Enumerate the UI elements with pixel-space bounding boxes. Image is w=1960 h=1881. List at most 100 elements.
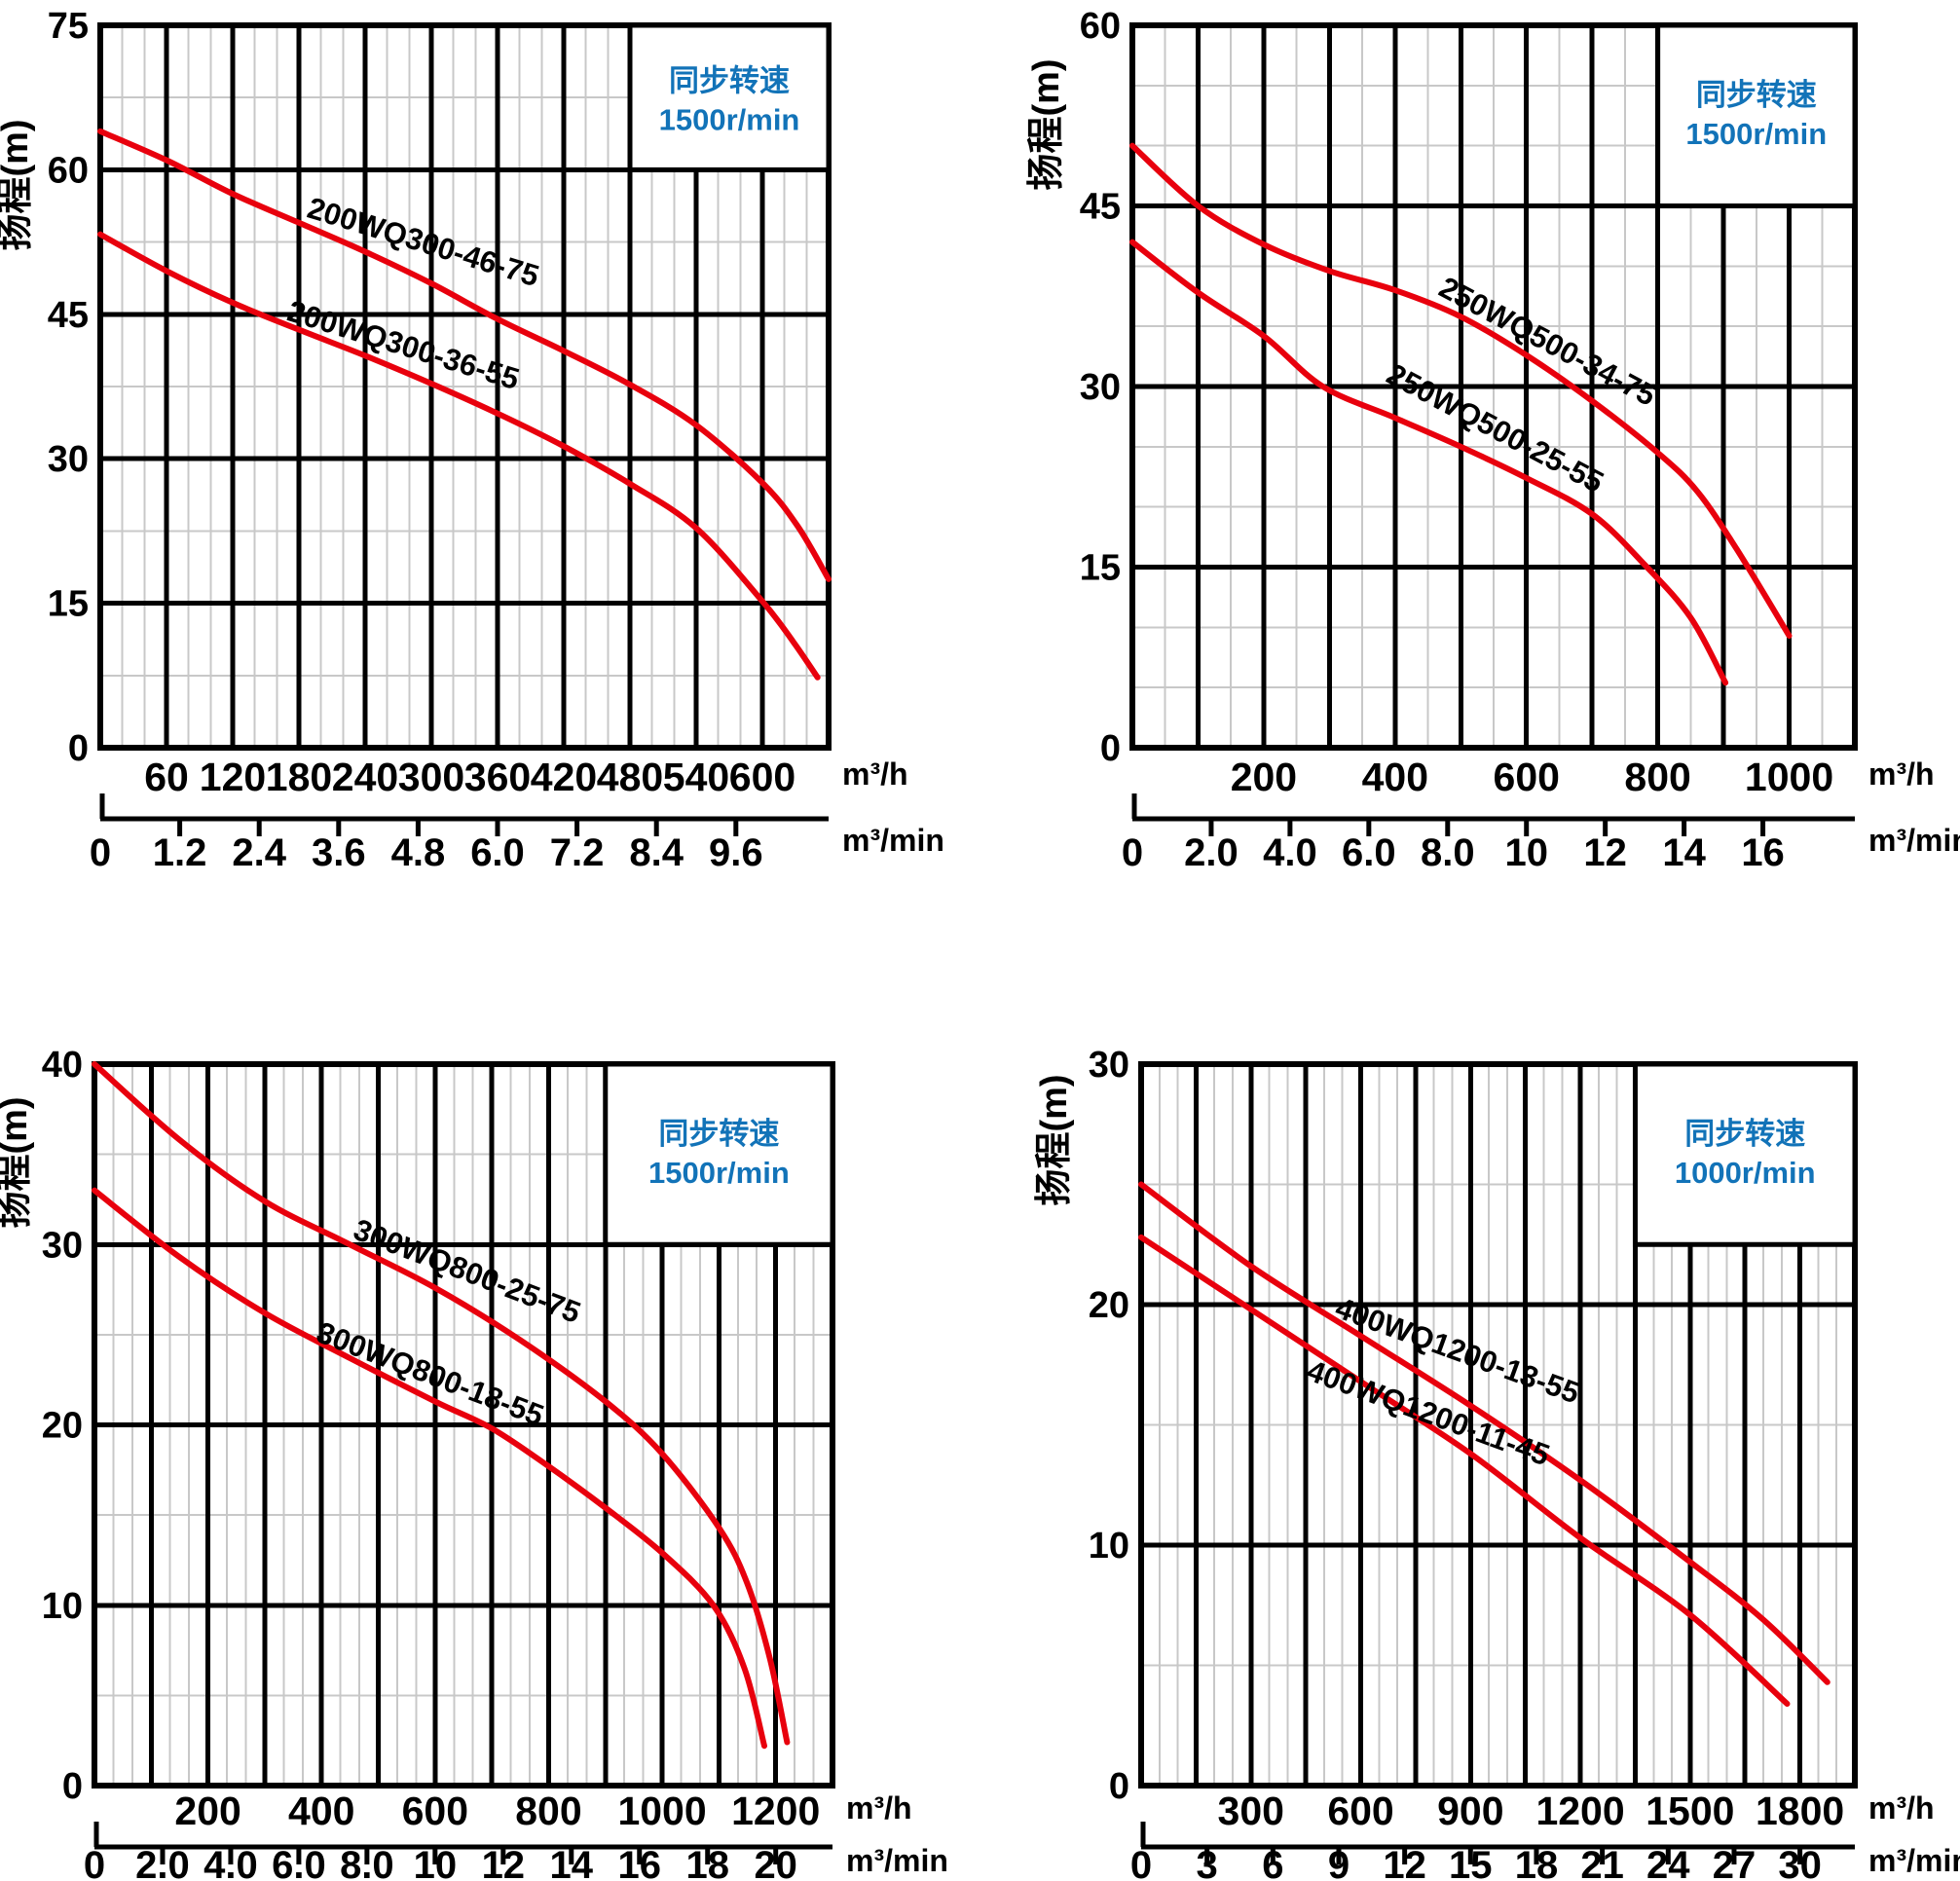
x2-tick-label: 2.0	[135, 1844, 190, 1881]
x-unit-m3min: m³/min	[1868, 823, 1960, 858]
x2-tick-label: 10	[1504, 831, 1548, 874]
curve-200WQ300-46-75	[97, 128, 832, 582]
y-tick-label: 75	[48, 6, 89, 47]
x2-tick-label: 2.0	[1184, 831, 1239, 874]
x2-tick-label: 3	[1197, 1844, 1218, 1881]
x-unit-m3h: m³/h	[1868, 1790, 1935, 1826]
x-tick-label: 60	[144, 755, 189, 799]
y-tick-label: 15	[48, 584, 89, 625]
x2-tick-label: 27	[1713, 1844, 1757, 1881]
speed-box-line2: 1500r/min	[1685, 117, 1827, 151]
pump-curve-chart-400wq1200: 同步转速1000r/min400WQ1200-13-55400WQ1200-11…	[1034, 1045, 1960, 1881]
x2-tick-label: 15	[1449, 1844, 1493, 1881]
x2-tick-label: 12	[1383, 1844, 1426, 1881]
x2-tick-label: 16	[1741, 831, 1785, 874]
x2-tick-label: 9.6	[709, 831, 763, 874]
x-tick-label: 600	[402, 1789, 468, 1833]
x2-tick-label: 1.2	[153, 831, 207, 874]
curve-250WQ500-25-55	[1129, 239, 1729, 686]
x2-tick-label: 8.4	[629, 831, 684, 874]
speed-box	[603, 1061, 835, 1247]
curve-label-200WQ300-36-55: 200WQ300-36-55	[283, 294, 523, 397]
x2-tick-label: 8.0	[340, 1844, 394, 1881]
y-tick-label: 30	[1080, 367, 1121, 408]
x2-tick-label: 6	[1262, 1844, 1283, 1881]
speed-box-line1: 同步转速	[658, 1117, 779, 1151]
y-tick-label: 60	[48, 150, 89, 191]
y-tick-label: 40	[42, 1045, 83, 1086]
y-tick-label: 0	[1100, 728, 1121, 769]
x-tick-label: 1800	[1756, 1789, 1844, 1833]
x-tick-label: 1200	[1535, 1789, 1624, 1833]
x2-tick-label: 0	[1122, 831, 1143, 874]
x-tick-label: 200	[1231, 755, 1297, 799]
x-unit-m3h: m³/h	[842, 756, 908, 792]
x-tick-label: 540	[663, 755, 729, 799]
x-unit-m3min: m³/min	[846, 1843, 948, 1878]
y-tick-label: 10	[1089, 1526, 1129, 1567]
x-tick-label: 600	[729, 755, 795, 799]
pump-curve-chart-300wq800: 同步转速1500r/min300WQ800-25-75300WQ800-18-5…	[0, 1045, 948, 1881]
y-tick-label: 45	[48, 295, 89, 336]
x-unit-m3h: m³/h	[846, 1790, 912, 1826]
x2-tick-label: 4.0	[1263, 831, 1317, 874]
speed-box-line2: 1000r/min	[1675, 1156, 1816, 1190]
x2-tick-label: 3.6	[312, 831, 366, 874]
x-tick-label: 600	[1327, 1789, 1393, 1833]
y-tick-label: 15	[1080, 548, 1121, 589]
x2-tick-label: 0	[84, 1844, 105, 1881]
curve-300WQ800-18-55	[92, 1187, 767, 1750]
curve-400WQ1200-13-55	[1138, 1181, 1831, 1685]
x-tick-label: 300	[398, 755, 464, 799]
x2-tick-label: 8.0	[1421, 831, 1475, 874]
y-tick-label: 20	[1089, 1285, 1129, 1326]
x2-tick-label: 9	[1328, 1844, 1350, 1881]
speed-box	[1655, 22, 1858, 208]
x-tick-label: 200	[174, 1789, 240, 1833]
x-tick-label: 600	[1494, 755, 1560, 799]
x2-tick-label: 20	[754, 1844, 797, 1881]
x2-tick-label: 4.0	[203, 1844, 258, 1881]
y-tick-label: 60	[1080, 6, 1121, 47]
x2-tick-label: 0	[1130, 1844, 1152, 1881]
y-tick-label: 45	[1080, 187, 1121, 228]
y-tick-label: 0	[62, 1766, 83, 1807]
x2-tick-label: 6.0	[272, 1844, 326, 1881]
curve-250WQ500-34-75	[1129, 142, 1793, 639]
x-tick-label: 180	[266, 755, 332, 799]
speed-box-line2: 1500r/min	[648, 1156, 790, 1190]
speed-box	[1632, 1061, 1858, 1247]
y-tick-label: 30	[48, 439, 89, 480]
plot-border	[1138, 1061, 1858, 1789]
curve-label-250WQ500-34-75: 250WQ500-34-75	[1434, 270, 1662, 413]
x2-tick-label: 30	[1778, 1844, 1822, 1881]
y-axis-title: 扬程(m)	[0, 1096, 35, 1228]
plot-border	[1129, 22, 1858, 751]
curve-300WQ800-25-75	[92, 1061, 791, 1746]
x-unit-m3h: m³/h	[1868, 756, 1935, 792]
y-tick-label: 0	[68, 728, 89, 769]
speed-box-line2: 1500r/min	[659, 102, 800, 136]
y-tick-label: 20	[42, 1406, 83, 1447]
x-tick-label: 900	[1437, 1789, 1503, 1833]
y-axis-title: 扬程(m)	[0, 119, 36, 250]
x2-tick-label: 18	[1515, 1844, 1559, 1881]
y-tick-label: 30	[1089, 1045, 1129, 1086]
x2-tick-label: 0	[90, 831, 111, 874]
curve-400WQ1200-11-45	[1138, 1234, 1791, 1707]
x2-tick-label: 6.0	[470, 831, 525, 874]
x-tick-label: 1200	[731, 1789, 820, 1833]
x2-tick-label: 24	[1646, 1844, 1690, 1881]
x2-tick-label: 16	[618, 1844, 662, 1881]
pump-curve-chart-200wq300: 同步转速1500r/min200WQ300-46-75200WQ300-36-5…	[0, 6, 944, 874]
x2-tick-label: 7.2	[550, 831, 605, 874]
x2-tick-label: 21	[1580, 1844, 1624, 1881]
x2-tick-label: 12	[1583, 831, 1627, 874]
plot-border	[92, 1061, 835, 1789]
x2-tick-label: 18	[685, 1844, 729, 1881]
x-tick-label: 1500	[1646, 1789, 1734, 1833]
x-tick-label: 1000	[1745, 755, 1833, 799]
x-unit-m3min: m³/min	[1868, 1843, 1960, 1878]
x-tick-label: 300	[1218, 1789, 1284, 1833]
